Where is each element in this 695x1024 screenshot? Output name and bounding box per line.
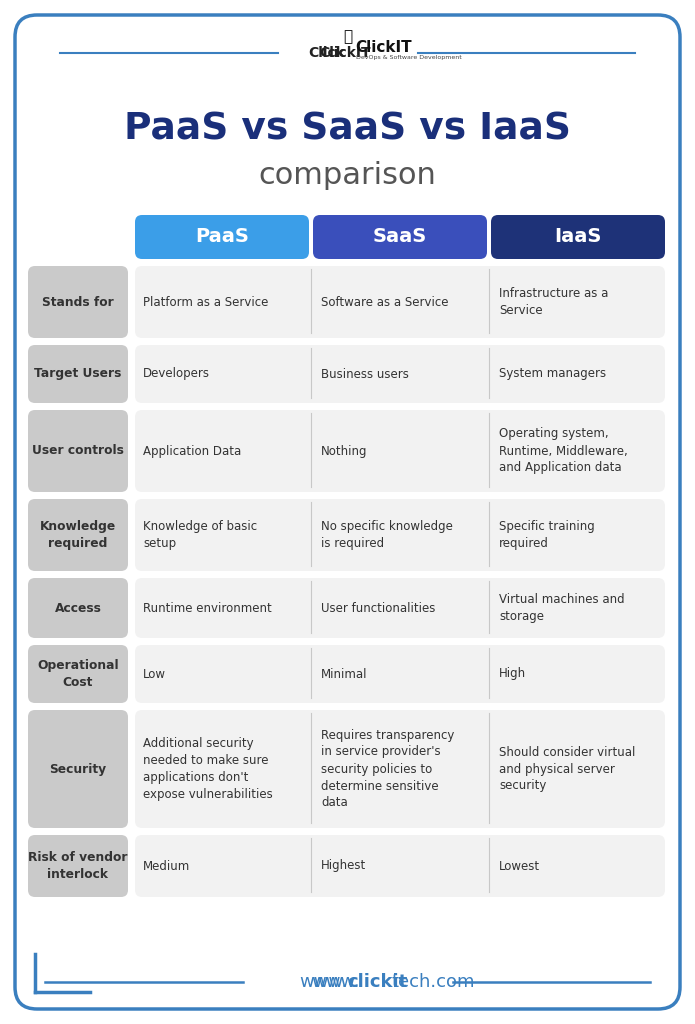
Text: Requires transparency
in service provider's
security policies to
determine sensi: Requires transparency in service provide…	[321, 728, 455, 810]
Text: Business users: Business users	[321, 368, 409, 381]
Text: Virtual machines and
storage: Virtual machines and storage	[499, 593, 625, 623]
FancyBboxPatch shape	[28, 345, 128, 403]
FancyBboxPatch shape	[28, 710, 128, 828]
FancyBboxPatch shape	[28, 578, 128, 638]
Text: Knowledge of basic
setup: Knowledge of basic setup	[143, 520, 257, 550]
Text: User controls: User controls	[32, 444, 124, 458]
FancyBboxPatch shape	[135, 578, 665, 638]
Text: Low: Low	[143, 668, 166, 681]
Text: Specific training
required: Specific training required	[499, 520, 595, 550]
FancyBboxPatch shape	[15, 15, 680, 1009]
FancyBboxPatch shape	[135, 499, 665, 571]
FancyBboxPatch shape	[313, 215, 487, 259]
Text: Access: Access	[55, 601, 101, 614]
Text: Developers: Developers	[143, 368, 210, 381]
FancyBboxPatch shape	[135, 645, 665, 703]
Text: Target Users: Target Users	[34, 368, 122, 381]
FancyBboxPatch shape	[28, 499, 128, 571]
Text: ClickIT: ClickIT	[320, 46, 371, 60]
Text: Nothing: Nothing	[321, 444, 368, 458]
Text: Risk of vendor
interlock: Risk of vendor interlock	[28, 851, 128, 881]
Text: clickit: clickit	[348, 973, 408, 991]
Text: Infrastructure as a
Service: Infrastructure as a Service	[499, 287, 608, 317]
FancyBboxPatch shape	[135, 835, 665, 897]
Text: www.: www.	[311, 973, 360, 991]
Text: Click: Click	[309, 46, 345, 60]
Text: SaaS: SaaS	[373, 227, 427, 247]
Text: 🔒: 🔒	[343, 30, 352, 44]
Text: Minimal: Minimal	[321, 668, 368, 681]
FancyBboxPatch shape	[28, 645, 128, 703]
FancyBboxPatch shape	[28, 266, 128, 338]
Text: User functionalities: User functionalities	[321, 601, 435, 614]
Text: IaaS: IaaS	[555, 227, 602, 247]
FancyBboxPatch shape	[135, 215, 309, 259]
Text: Additional security
needed to make sure
applications don't
expose vulnerabilitie: Additional security needed to make sure …	[143, 737, 272, 801]
Text: comparison: comparison	[259, 161, 436, 189]
Text: No specific knowledge
is required: No specific knowledge is required	[321, 520, 453, 550]
FancyBboxPatch shape	[28, 410, 128, 492]
Text: Lowest: Lowest	[499, 859, 540, 872]
Text: Medium: Medium	[143, 859, 190, 872]
Text: PaaS: PaaS	[195, 227, 249, 247]
Text: Highest: Highest	[321, 859, 366, 872]
Text: High: High	[499, 668, 526, 681]
Text: Application Data: Application Data	[143, 444, 241, 458]
FancyBboxPatch shape	[135, 410, 665, 492]
Text: Software as a Service: Software as a Service	[321, 296, 448, 308]
FancyBboxPatch shape	[135, 710, 665, 828]
FancyBboxPatch shape	[28, 835, 128, 897]
FancyBboxPatch shape	[135, 345, 665, 403]
Text: Operational
Cost: Operational Cost	[38, 659, 119, 689]
Text: Knowledge
required: Knowledge required	[40, 520, 116, 550]
Text: Should consider virtual
and physical server
security: Should consider virtual and physical ser…	[499, 745, 635, 793]
Text: DevOps & Software Development: DevOps & Software Development	[356, 54, 461, 59]
FancyBboxPatch shape	[491, 215, 665, 259]
Text: Operating system,
Runtime, Middleware,
and Application data: Operating system, Runtime, Middleware, a…	[499, 427, 628, 474]
Text: tech.com: tech.com	[391, 973, 475, 991]
Text: ClickIT: ClickIT	[356, 40, 412, 54]
Text: Runtime environment: Runtime environment	[143, 601, 272, 614]
Text: PaaS vs SaaS vs IaaS: PaaS vs SaaS vs IaaS	[124, 112, 571, 148]
Text: System managers: System managers	[499, 368, 606, 381]
Text: www.: www.	[299, 973, 348, 991]
Text: Stands for: Stands for	[42, 296, 114, 308]
FancyBboxPatch shape	[135, 266, 665, 338]
Text: Security: Security	[49, 763, 106, 775]
Text: Platform as a Service: Platform as a Service	[143, 296, 268, 308]
